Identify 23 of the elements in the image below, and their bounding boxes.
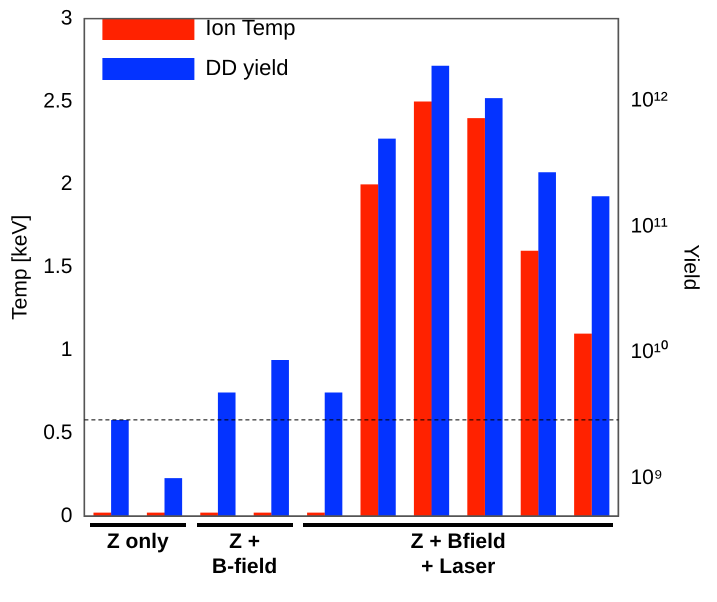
legend-label: DD yield: [205, 55, 289, 80]
y-tick-label: 1: [60, 338, 72, 361]
y-tick-label: 0.5: [43, 420, 72, 444]
y2-tick-label: 10¹⁰: [630, 340, 668, 364]
y2-axis-title: Yield: [680, 244, 703, 290]
y-tick-label: 1.5: [43, 255, 72, 278]
text: Z only: [106, 529, 170, 554]
text: Z + B-field: [210, 529, 278, 579]
bar: [200, 512, 218, 516]
legend-label: Ion Temp: [205, 15, 296, 40]
y2-tick-label: 10⁹: [630, 466, 663, 489]
y-tick-label: 2.5: [43, 89, 72, 112]
y2-tick-label: 10¹²: [630, 88, 668, 112]
bar: [146, 512, 164, 516]
bar: [93, 512, 112, 516]
y2-tick-label: 10¹¹: [630, 214, 668, 238]
y-axis-title: Temp [keV]: [8, 214, 32, 320]
y-tick-label: 0: [60, 504, 72, 527]
y-tick-label: 2: [60, 172, 72, 196]
bar: [254, 512, 272, 516]
bar: [307, 512, 325, 516]
y-tick-label: 3: [60, 6, 72, 30]
text: Z + Bfield + Laser: [410, 529, 507, 579]
